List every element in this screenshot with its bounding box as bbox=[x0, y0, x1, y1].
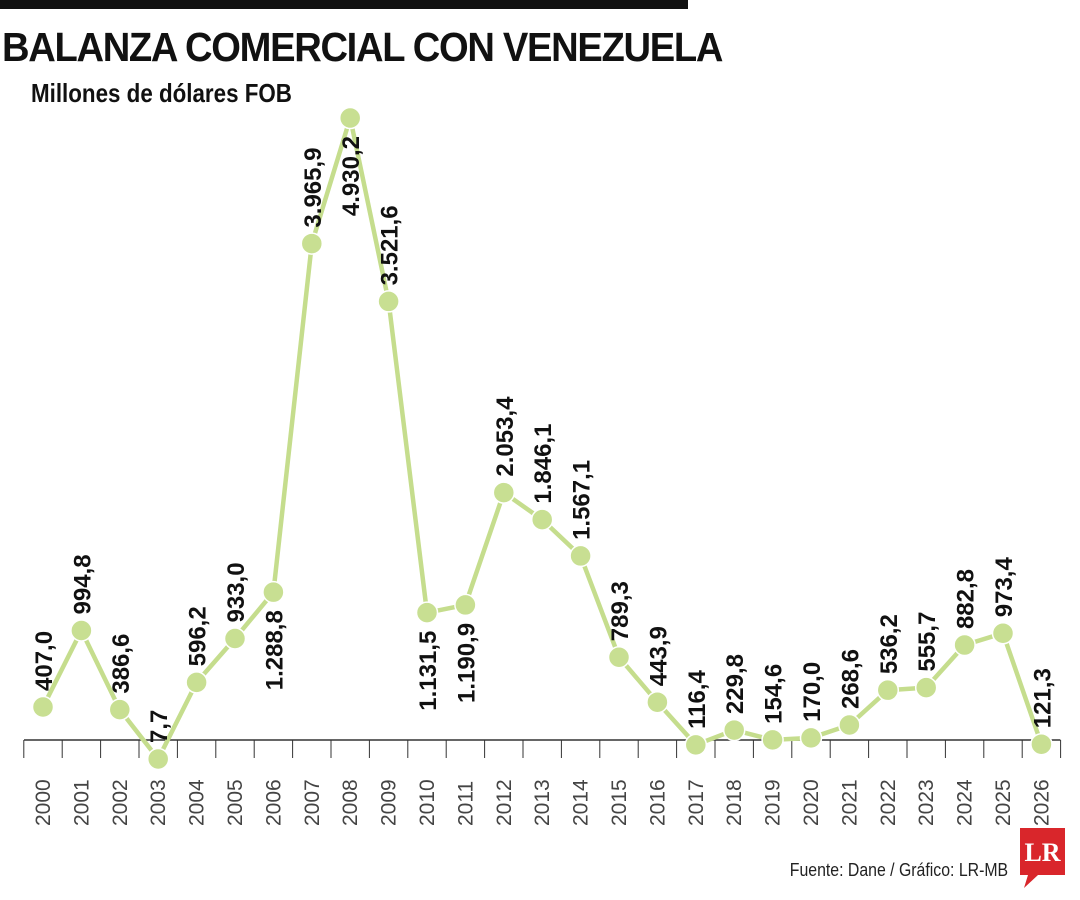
x-tick-label: 2018 bbox=[723, 779, 746, 826]
data-point-2005 bbox=[223, 627, 247, 650]
x-tick-label: 2019 bbox=[762, 779, 785, 826]
top-rule bbox=[0, 0, 688, 9]
data-point-2015 bbox=[607, 645, 631, 669]
data-point-2026 bbox=[1030, 732, 1053, 756]
x-tick-label: 2006 bbox=[262, 779, 285, 826]
data-point-2016 bbox=[646, 690, 669, 714]
x-tick-label: 2026 bbox=[1030, 779, 1053, 826]
x-tick-label: 2003 bbox=[147, 779, 170, 826]
x-tick-label: 2025 bbox=[992, 779, 1015, 826]
data-label-2010: 1.131,5 bbox=[415, 631, 442, 711]
data-point-2020 bbox=[799, 726, 823, 750]
data-label-2017: 116,4 bbox=[684, 669, 711, 728]
data-point-2022 bbox=[876, 678, 900, 702]
data-point-2011 bbox=[454, 593, 477, 617]
data-label-2000: 407,0 bbox=[31, 631, 58, 691]
data-point-2018 bbox=[722, 718, 746, 742]
data-label-2012: 2.053,4 bbox=[492, 396, 519, 477]
data-point-2023 bbox=[914, 676, 938, 699]
data-label-2014: 1.567,1 bbox=[569, 460, 596, 540]
x-tick-label: 2017 bbox=[685, 779, 708, 826]
data-point-2001 bbox=[70, 619, 93, 642]
data-markers bbox=[31, 106, 1053, 771]
data-point-2008 bbox=[338, 106, 362, 130]
x-axis: 2000 2001 2002 2003 2004 2005 2006 2007 2008 2009… bbox=[23, 739, 1062, 826]
data-label-2019: 154,6 bbox=[761, 664, 788, 724]
x-tick-label: 2022 bbox=[877, 779, 900, 826]
x-tick-label: 2013 bbox=[531, 779, 554, 826]
data-point-2025 bbox=[991, 621, 1015, 645]
data-label-2020: 170,0 bbox=[799, 662, 826, 722]
x-tick-label: 2014 bbox=[570, 779, 593, 826]
source-note: Fuente: Dane / Gráfico: LR-MB bbox=[789, 860, 1008, 880]
x-tick-label: 2002 bbox=[109, 779, 132, 826]
data-point-2021 bbox=[838, 713, 861, 737]
x-tick-label: 2007 bbox=[301, 779, 324, 826]
data-point-2009 bbox=[377, 290, 400, 313]
data-label-2016: 443,9 bbox=[645, 626, 672, 686]
x-tick-label: 2009 bbox=[378, 779, 401, 826]
data-label-2004: 596,2 bbox=[185, 606, 212, 666]
data-point-2017 bbox=[684, 733, 708, 757]
x-tick-label: 2015 bbox=[608, 779, 631, 826]
data-point-2013 bbox=[530, 508, 554, 531]
x-tick-label: 2010 bbox=[416, 779, 439, 826]
x-tick-label: 2020 bbox=[800, 779, 823, 826]
data-label-2021: 268,6 bbox=[837, 649, 864, 709]
data-label-2015: 789,3 bbox=[607, 581, 634, 641]
data-label-2007: 3.965,9 bbox=[300, 147, 327, 227]
data-label-2006: 1.288,8 bbox=[261, 610, 288, 690]
data-point-2006 bbox=[262, 580, 285, 604]
data-label-2022: 536,2 bbox=[876, 614, 903, 674]
x-tick-label: 2008 bbox=[339, 779, 362, 826]
data-point-2007 bbox=[300, 232, 324, 255]
data-point-2003 bbox=[146, 747, 170, 771]
data-label-2001: 994,8 bbox=[69, 554, 96, 614]
data-point-2004 bbox=[185, 671, 208, 694]
x-tick-label: 2012 bbox=[493, 779, 516, 826]
data-label-2008: 4.930,2 bbox=[338, 136, 365, 216]
data-point-2000 bbox=[31, 695, 55, 719]
data-label-2002: 386,6 bbox=[108, 634, 135, 694]
lr-logo: LR bbox=[1020, 828, 1065, 888]
x-tick-label: 2004 bbox=[186, 779, 209, 826]
x-tick-label: 2016 bbox=[646, 779, 669, 826]
data-label-2026: 121,3 bbox=[1029, 668, 1056, 728]
x-tick-label: 2005 bbox=[224, 779, 247, 826]
data-label-2025: 973,4 bbox=[991, 557, 1018, 618]
data-point-2002 bbox=[108, 698, 132, 721]
data-label-2023: 555,7 bbox=[914, 612, 941, 672]
data-point-2014 bbox=[569, 544, 592, 568]
data-label-2013: 1.846,1 bbox=[530, 424, 557, 504]
logo-text: LR bbox=[1024, 838, 1060, 867]
data-label-2018: 229,8 bbox=[722, 654, 749, 714]
data-labels: 407,0 994,8 386,6 7,7 596,2 933,0 1.288,8 3.965… bbox=[31, 136, 1056, 743]
data-point-2019 bbox=[761, 728, 784, 752]
x-tick-label: 2000 bbox=[32, 779, 55, 826]
x-tick-label: 2021 bbox=[838, 779, 861, 826]
x-tick-label: 2011 bbox=[454, 781, 477, 826]
data-point-2024 bbox=[953, 633, 976, 657]
x-tick-label: 2024 bbox=[954, 779, 977, 826]
data-label-2005: 933,0 bbox=[223, 562, 250, 622]
data-label-2011: 1.190,9 bbox=[453, 623, 480, 703]
data-label-2024: 882,8 bbox=[953, 569, 980, 629]
chart-subtitle: Millones de dólares FOB bbox=[31, 78, 292, 108]
data-label-2009: 3.521,6 bbox=[377, 205, 404, 285]
data-point-2012 bbox=[492, 481, 516, 504]
x-tick-label: 2023 bbox=[915, 779, 938, 826]
data-point-2010 bbox=[415, 601, 439, 624]
data-label-2003: 7,7 bbox=[146, 710, 173, 743]
x-tick-label: 2001 bbox=[70, 779, 93, 826]
chart-title: BALANZA COMERCIAL CON VENEZUELA bbox=[2, 24, 723, 70]
